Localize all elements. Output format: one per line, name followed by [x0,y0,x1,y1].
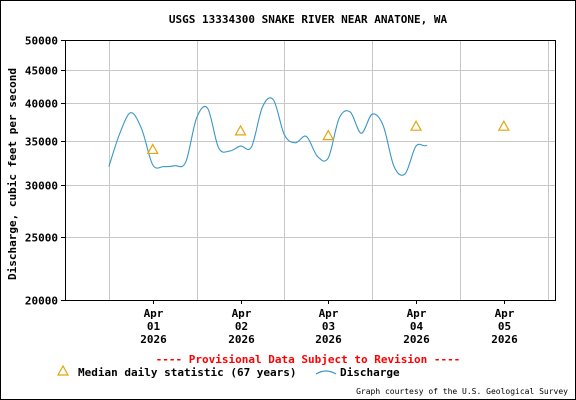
plot-area-border [65,40,556,301]
y-tick-label: 25000 [25,232,58,245]
legend-median-triangle-icon [56,364,70,376]
credit-text: Graph courtesy of the U.S. Geological Su… [356,387,568,396]
y-tick-label: 45000 [25,65,58,78]
provisional-note: ---- Provisional Data Subject to Revisio… [156,353,461,366]
chart-title: USGS 13334300 SNAKE RIVER NEAR ANATONE, … [169,13,448,26]
x-tick-label: 03 [322,320,335,333]
y-tick-labels: 50000 45000 40000 35000 30000 25000 20000 [25,35,58,308]
x-tick-label: Apr [319,307,339,320]
series-layer [108,97,510,176]
y-axis-label: Discharge, cubic feet per second [6,68,19,280]
legend-discharge-label: Discharge [340,366,400,379]
median-marker [146,143,159,155]
legend-median-label: Median daily statistic (67 years) [78,366,297,379]
x-tick-label: 02 [235,320,248,333]
x-tick-label: 2026 [315,333,342,346]
x-tick-label: Apr [407,307,427,320]
legend-discharge-line-icon [315,370,337,375]
x-tick-label: 2026 [403,333,430,346]
y-tick-label: 30000 [25,180,58,193]
x-tick-label: 2026 [228,333,255,346]
median-marker [497,119,510,131]
y-tick-label: 40000 [25,98,58,111]
y-tick-label: 50000 [25,35,58,48]
y-tick-label: 35000 [25,136,58,149]
discharge-series-line [108,97,428,176]
x-tick-label: 01 [147,320,161,333]
y-tick-label: 20000 [25,295,58,308]
median-marker [322,129,335,141]
median-marker [234,124,247,136]
x-tick-label: 05 [498,320,511,333]
median-marker [410,119,423,131]
x-tick-label: 2026 [491,333,518,346]
x-tick-label: Apr [495,307,515,320]
x-tick-labels: Apr012026Apr022026Apr032026Apr042026Apr0… [140,307,518,346]
x-tick-label: 2026 [140,333,167,346]
x-tick-label: 04 [410,320,424,333]
x-tick-label: Apr [232,307,252,320]
x-tick-label: Apr [144,307,164,320]
legend: Median daily statistic (67 years) Discha… [56,364,400,379]
